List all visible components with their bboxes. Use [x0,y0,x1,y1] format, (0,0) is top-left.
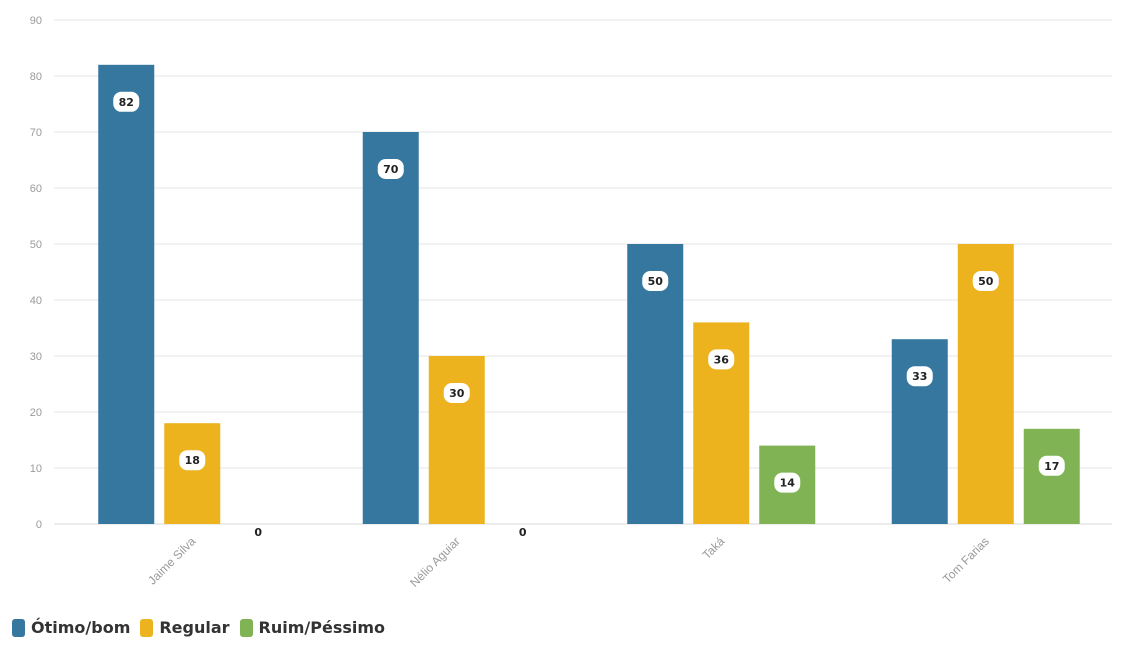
bar [428,356,485,524]
y-tick-label: 10 [30,463,42,475]
y-tick-label: 50 [30,239,42,251]
legend-swatch [239,618,253,637]
data-label-bubble [972,271,999,291]
data-label: 0 [519,526,527,539]
y-tick-label: 30 [30,351,42,363]
data-label-bubble [113,91,140,112]
data-label: 14 [780,477,796,490]
y-tick-label: 0 [36,519,42,531]
data-label-bubble [774,472,801,493]
y-tick-label: 80 [30,71,42,83]
legend: Ótimo/bom Regular Ruim/Péssimo [12,618,385,637]
data-label-bubble [642,271,669,291]
data-label: 0 [254,526,262,539]
y-tick-label: 70 [30,127,42,139]
legend-item[interactable]: Ótimo/bom [12,618,130,637]
bar [164,423,221,524]
data-label: 70 [383,163,399,176]
legend-label: Regular [159,618,230,637]
x-category-label: Nélio Aguiar [407,534,463,590]
legend-label: Ruim/Péssimo [258,618,386,637]
x-category-label: Tom Farias [940,534,992,586]
bar [362,132,419,524]
x-category-label: Taká [700,534,728,562]
bar [1023,428,1080,524]
data-label: 18 [185,454,200,467]
y-tick-label: 90 [30,15,42,27]
bar-chart: 0 10 20 30 40 50 60 70 80 90 82 18 0 Jaime Silva 70 30 0… [30,15,1112,590]
data-label: 50 [648,275,664,288]
data-label: 82 [119,96,134,109]
data-label-bubble [708,349,735,370]
legend-item[interactable]: Ruim/Péssimo [239,618,386,637]
data-label-bubble [1038,455,1065,476]
legend-swatch [140,618,154,637]
data-label: 50 [978,275,994,288]
data-label-bubble [377,159,404,179]
legend-label: Ótimo/bom [31,618,131,637]
bar [98,64,155,525]
y-tick-label: 60 [30,183,42,195]
data-label-bubble [179,450,206,471]
data-label: 30 [449,387,465,400]
y-tick-label: 20 [30,407,42,419]
data-label-bubble [906,366,933,387]
y-tick-label: 40 [30,295,42,307]
data-label: 36 [714,353,730,366]
legend-swatch [12,618,25,637]
data-label: 17 [1044,460,1059,473]
data-label: 33 [912,370,927,383]
data-label-bubble [443,383,470,403]
legend-item[interactable]: Regular [140,618,230,637]
x-category-label: Jaime Silva [145,534,199,588]
